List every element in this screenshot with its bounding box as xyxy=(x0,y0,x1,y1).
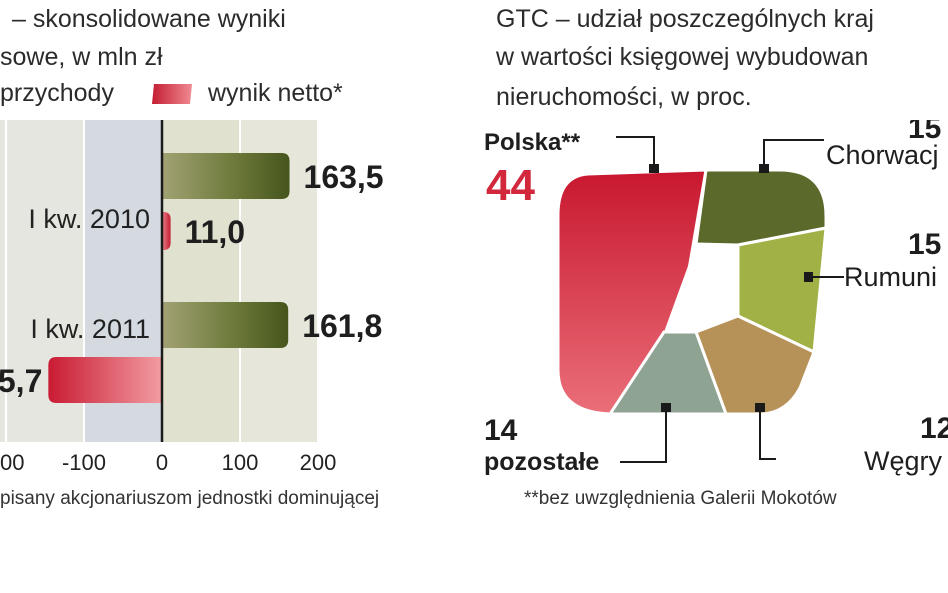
legend-label-przychody: przychody xyxy=(0,79,114,107)
x-tick-label-2: 0 xyxy=(156,450,168,475)
bar-wynik-netto-1 xyxy=(48,357,162,403)
right-chart-title-line3: nieruchomości, w proc. xyxy=(496,83,752,111)
bar-przychody-0 xyxy=(162,153,290,199)
slice-value-pozostale: 14 xyxy=(484,414,518,447)
slice-label-rumunia: Rumuni xyxy=(844,262,937,292)
bar-chart: I kw. 2010 I kw. 2011 163,5 161,8 11,0 5,7 00 -… xyxy=(0,120,384,475)
bar-przychody-1 xyxy=(162,302,289,348)
right-chart-title-line2: w wartości księgowej wybudowan xyxy=(496,43,869,71)
center-notch xyxy=(664,244,738,332)
slice-value-wegry: 12 xyxy=(920,412,948,445)
pie-chart: Polska** 44 15 Chorwacj 15 Rumuni 12 Węg… xyxy=(484,120,948,476)
bar-wynik-netto-0 xyxy=(162,212,171,250)
left-chart-title-line2: sowe, w mln zł xyxy=(0,43,163,71)
value-label-wynik-netto-1: 5,7 xyxy=(0,363,42,399)
x-tick-label-4: 200 xyxy=(300,450,337,475)
right-chart-title-line1: GTC – udział poszczególnych kraj xyxy=(496,5,874,33)
slice-label-polska: Polska** xyxy=(484,129,581,156)
legend-swatch-wynik-netto xyxy=(152,84,192,104)
value-label-przychody-0: 163,5 xyxy=(304,159,384,195)
slice-label-pozostale: pozostałe xyxy=(484,448,599,476)
slice-value-polska: 44 xyxy=(486,161,535,210)
category-label-1: I kw. 2011 xyxy=(30,314,150,344)
x-tick-label-0: 00 xyxy=(0,450,24,475)
left-chart-title-line1: – skonsolidowane wyniki xyxy=(12,5,286,33)
category-label-0: I kw. 2010 xyxy=(28,204,150,234)
right-footnote: **bez uwzględnienia Galerii Mokotów xyxy=(524,488,837,509)
left-footnote: pisany akcjonariuszom jednostki dominują… xyxy=(0,488,380,509)
slice-label-chorwacja: Chorwacj xyxy=(826,140,939,170)
slice-label-wegry: Węgry xyxy=(864,446,943,476)
x-tick-label-3: 100 xyxy=(222,450,259,475)
legend-label-wynik-netto: wynik netto* xyxy=(208,79,343,107)
value-label-wynik-netto-0: 11,0 xyxy=(185,214,246,250)
x-tick-label-1: -100 xyxy=(62,450,106,475)
value-label-przychody-1: 161,8 xyxy=(302,308,382,344)
slice-value-rumunia: 15 xyxy=(908,228,941,261)
slice-value-chorwacja: 15 xyxy=(908,120,941,145)
slice-wegry xyxy=(694,314,816,416)
